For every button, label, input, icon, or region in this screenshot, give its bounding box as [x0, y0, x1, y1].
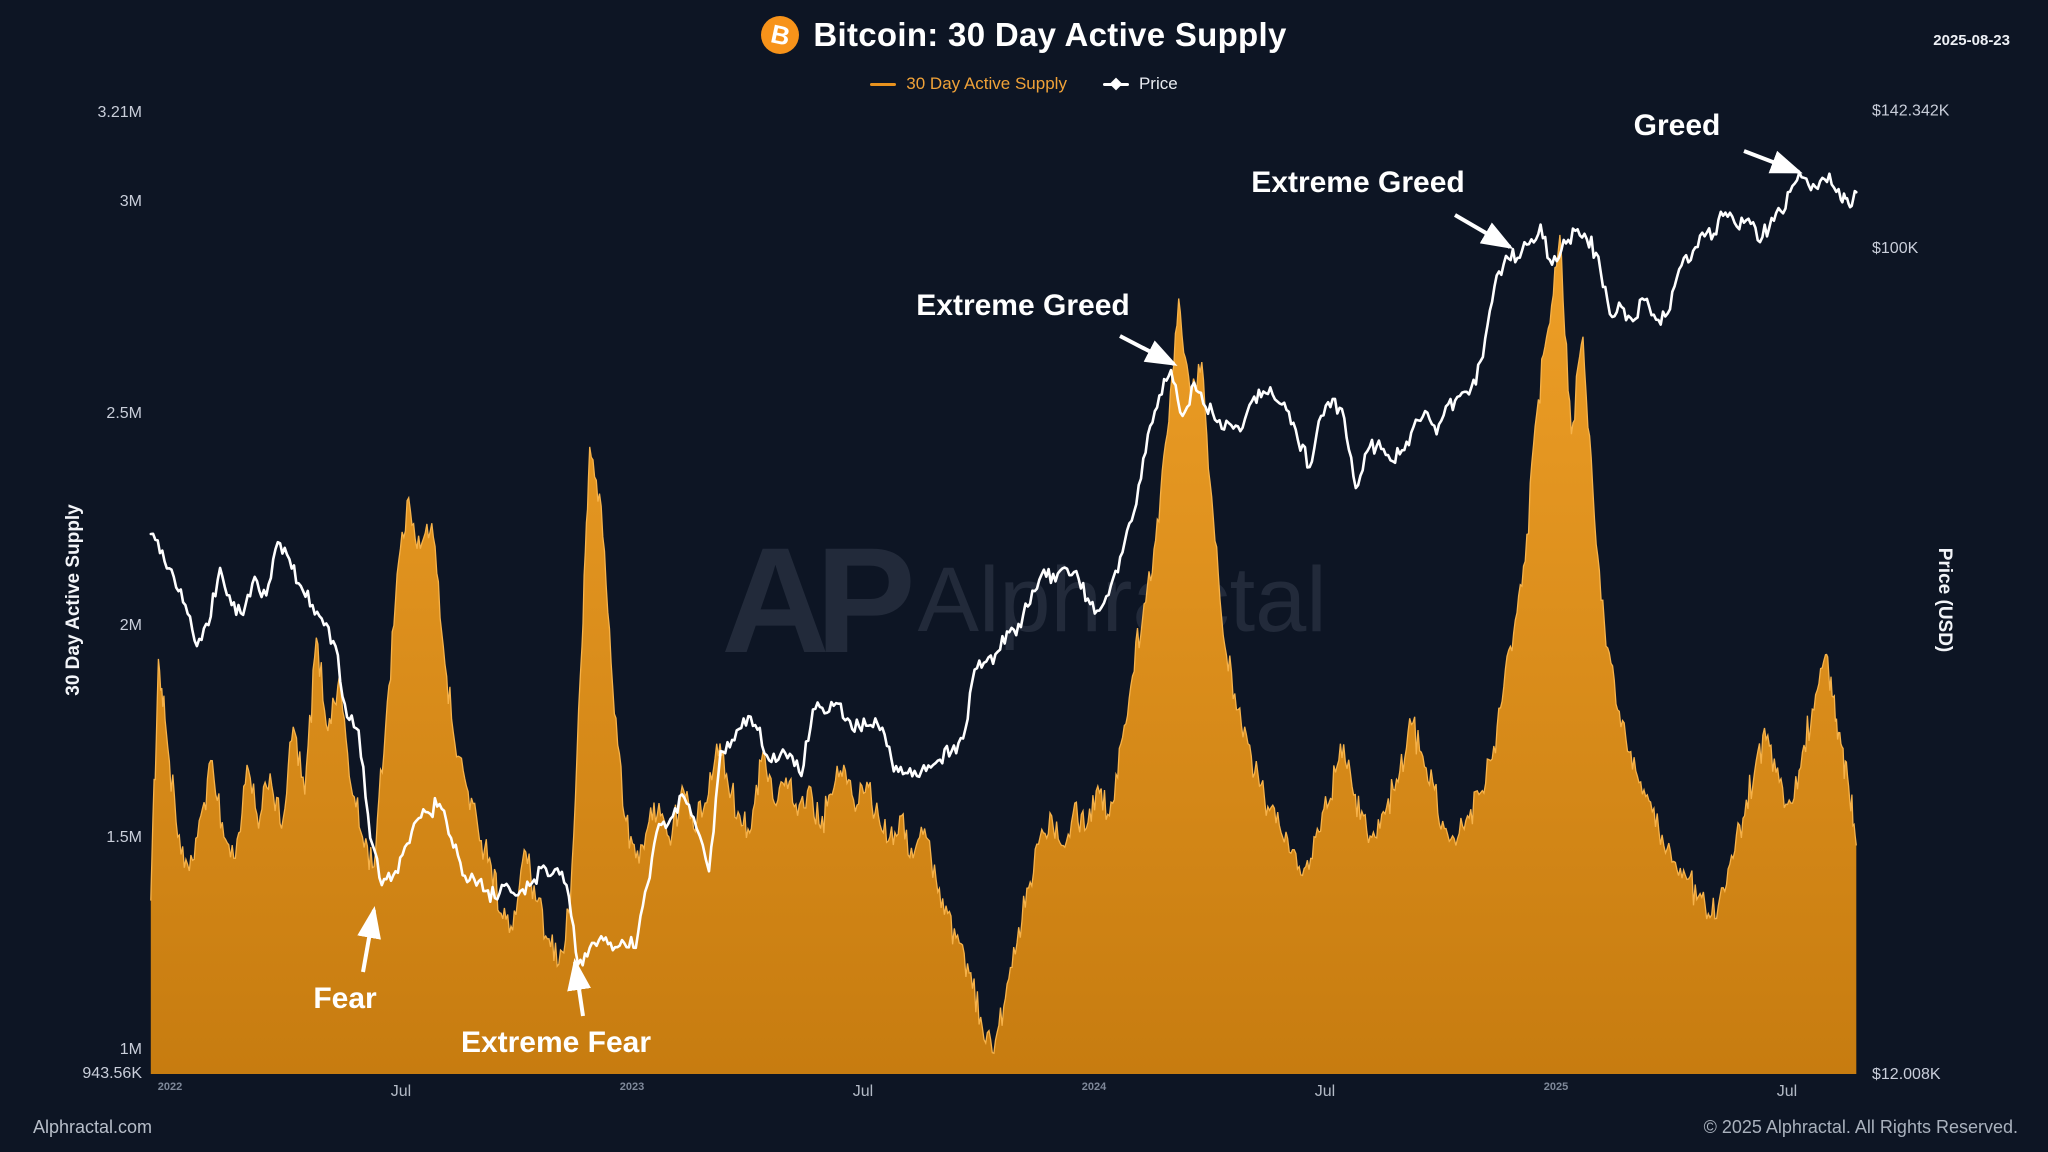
right-axis-tick: $100K — [1872, 240, 1919, 257]
x-axis-tick: Jul — [1777, 1083, 1797, 1100]
x-axis-tick: 2024 — [1082, 1081, 1107, 1093]
left-axis-tick: 2M — [120, 617, 142, 634]
supply-area-outline — [150, 234, 1857, 1055]
right-axis-title: Price (USD) — [1934, 547, 1955, 653]
x-axis-tick: 2023 — [620, 1081, 644, 1093]
right-axis-tick: $142.342K — [1872, 102, 1950, 119]
x-axis-tick: 2022 — [158, 1081, 182, 1093]
price-diamond-swatch-icon — [1102, 82, 1129, 86]
left-axis-tick: 3M — [120, 193, 142, 210]
annotation-arrow-icon — [1119, 334, 1178, 366]
annotation-label: Extreme Greed — [916, 289, 1129, 322]
bitcoin-icon: B — [761, 16, 800, 54]
footer-site-link[interactable]: Alphractal.com — [33, 1117, 153, 1137]
annotation-label: Extreme Greed — [1251, 166, 1464, 199]
x-axis-tick: 2025 — [1544, 1081, 1568, 1093]
annotation-arrow-icon — [357, 906, 381, 973]
legend-item-supply[interactable]: 30 Day Active Supply — [870, 74, 1067, 94]
supply-area-series — [150, 234, 1857, 1074]
right-axis-tick: $12.008K — [1872, 1066, 1941, 1083]
left-axis-tick: 3.21M — [98, 104, 142, 121]
footer-copyright: © 2025 Alphractal. All Rights Reserved. — [1703, 1117, 2018, 1137]
left-axis-tick: 943.56K — [82, 1065, 142, 1082]
left-axis-tick: 2.5M — [106, 405, 142, 422]
price-line-series — [149, 171, 1858, 967]
annotation-label: Fear — [313, 982, 377, 1015]
date-label: 2025-08-23 — [1933, 32, 2010, 49]
title-row: B Bitcoin: 30 Day Active Supply — [0, 16, 2048, 54]
annotation-arrow-icon — [1453, 213, 1514, 250]
left-axis-title: 30 Day Active Supply — [63, 504, 84, 696]
annotation-label: Greed — [1634, 109, 1721, 142]
x-axis-tick: Jul — [853, 1083, 873, 1100]
annotation-label: Extreme Fear — [461, 1026, 651, 1059]
supply-line-swatch-icon — [870, 82, 897, 86]
annotation-arrow-icon — [1743, 149, 1803, 174]
legend-label-price: Price — [1138, 74, 1178, 93]
x-axis-tick: Jul — [391, 1083, 411, 1100]
annotation-arrow-icon — [567, 958, 591, 1017]
legend-label-supply: 30 Day Active Supply — [906, 74, 1067, 93]
page-title: Bitcoin: 30 Day Active Supply — [813, 16, 1287, 53]
left-axis-tick: 1M — [120, 1041, 142, 1058]
left-axis-tick: 1.5M — [106, 829, 142, 846]
legend-item-price[interactable]: Price — [1102, 74, 1178, 94]
x-axis-tick: Jul — [1315, 1083, 1335, 1100]
legend: 30 Day Active Supply Price — [0, 74, 2048, 94]
